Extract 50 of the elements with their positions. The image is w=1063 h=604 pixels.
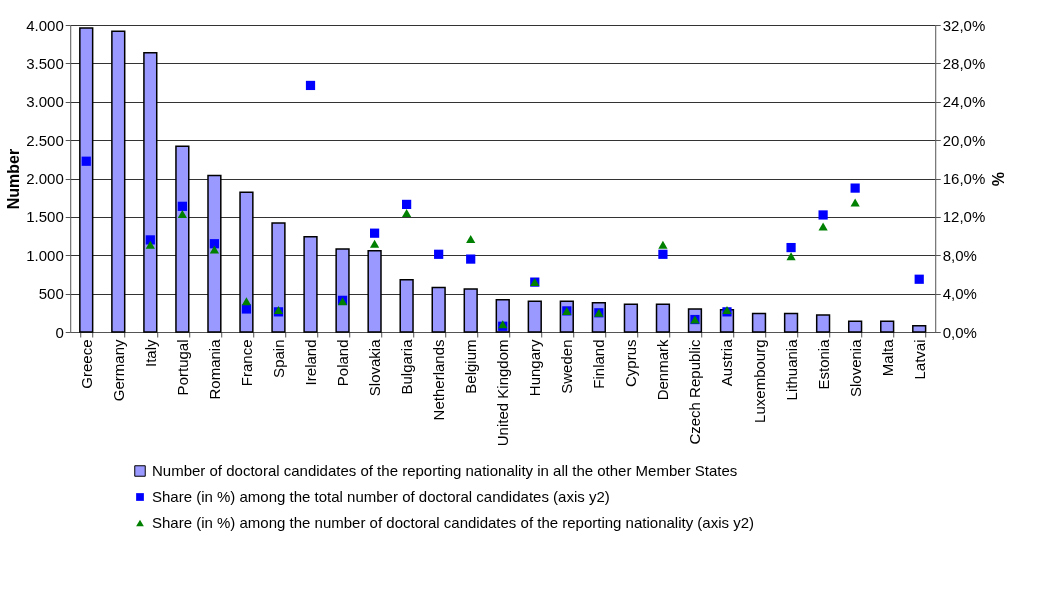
- x-tick-label: Netherlands: [430, 339, 448, 421]
- x-tick-label: Austria: [718, 338, 736, 387]
- x-tick-label: Portugal: [173, 339, 191, 396]
- x-tick-label: Lithuania: [782, 338, 800, 401]
- legend-label: Number of doctoral candidates of the reporting nationality in all the other Member States: [152, 462, 738, 479]
- y2-tick-label: 4,0%: [942, 285, 977, 303]
- x-tick-label: Bulgaria: [398, 338, 416, 395]
- x-tick-label: Italy: [141, 339, 159, 368]
- y-tick-label: 2.000: [26, 170, 64, 187]
- x-tick-label: Malta: [878, 338, 896, 377]
- y2-tick-label: 16,0%: [942, 170, 986, 187]
- x-tick-label: Spain: [269, 339, 287, 378]
- y-tick-label: 3.000: [26, 93, 64, 111]
- x-tick-label: Finland: [590, 339, 608, 389]
- y2-axis-title: %: [989, 171, 1007, 187]
- y2-tick-label: 28,0%: [942, 54, 986, 72]
- legend-label: Share (in %) among the total number of doctoral candidates (axis y2): [152, 488, 610, 505]
- y2-tick-label: 20,0%: [942, 131, 986, 149]
- y-tick-label: 1.000: [26, 246, 64, 264]
- x-tick-label: Luxembourg: [750, 339, 768, 423]
- y-tick-label: 2.500: [26, 131, 64, 149]
- y2-tick-label: 32,0%: [942, 16, 986, 34]
- y-tick-label: 3.500: [26, 54, 64, 72]
- x-tick-label: Cyprus: [622, 339, 640, 388]
- x-tick-label: Slovenia: [846, 338, 864, 398]
- x-tick-label: France: [237, 339, 255, 387]
- x-tick-label: Romania: [205, 338, 223, 400]
- y2-tick-label: 0,0%: [942, 323, 977, 341]
- y2-tick-label: 8,0%: [942, 246, 977, 264]
- x-tick-label: Poland: [334, 339, 352, 387]
- x-tick-label: Belgium: [462, 339, 480, 394]
- y-tick-label: 1.500: [26, 208, 64, 226]
- y2-tick-label: 12,0%: [942, 208, 986, 226]
- x-tick-label: Estonia: [814, 338, 832, 390]
- y-tick-label: 0: [55, 323, 64, 341]
- y-axis-title: Number: [5, 148, 23, 210]
- x-tick-label: Sweden: [558, 339, 576, 394]
- x-tick-label: Hungary: [526, 339, 544, 397]
- x-tick-label: Latvai: [910, 339, 928, 380]
- legend-label: Share (in %) among the number of doctoral candidates of the reporting nationality (axis y2): [152, 514, 754, 531]
- x-tick-label: United Kingdom: [494, 339, 512, 447]
- y-tick-label: 4.000: [26, 16, 64, 34]
- x-tick-label: Greece: [77, 339, 95, 389]
- x-tick-label: Germany: [109, 339, 127, 402]
- x-tick-label: Czech Republic: [686, 339, 704, 445]
- x-tick-label: Denmark: [654, 339, 672, 401]
- x-tick-label: Slovakia: [366, 338, 384, 397]
- y2-tick-label: 24,0%: [942, 93, 986, 111]
- x-tick-label: Ireland: [302, 339, 320, 386]
- y-tick-label: 500: [38, 285, 64, 303]
